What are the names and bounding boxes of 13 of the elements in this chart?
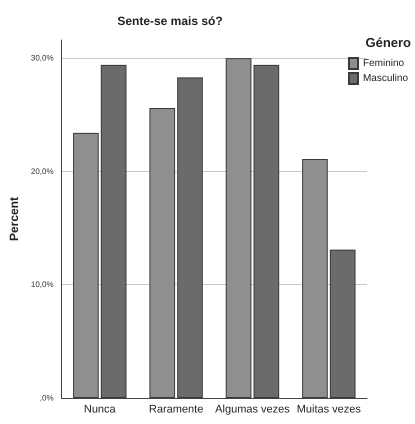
legend-title: Género	[365, 35, 412, 50]
x-tick-label: Nunca	[84, 404, 117, 416]
y-tick-label: ,0%	[40, 394, 54, 402]
x-tick-label: Algumas vezes	[215, 404, 290, 416]
x-tick-label: Raramente	[148, 404, 204, 416]
y-axis-title: Percent	[7, 196, 21, 242]
legend-label: Feminino	[362, 58, 405, 69]
y-tick-label: 20,0%	[30, 166, 54, 176]
x-tick-label: Muitas vezes	[296, 404, 362, 416]
y-tick-label: 30,0%	[30, 54, 54, 63]
y-tick-label: 10,0%	[30, 280, 54, 290]
chart-title: Sente-se mais só?	[117, 14, 223, 28]
legend-label: Masculino	[362, 73, 408, 84]
